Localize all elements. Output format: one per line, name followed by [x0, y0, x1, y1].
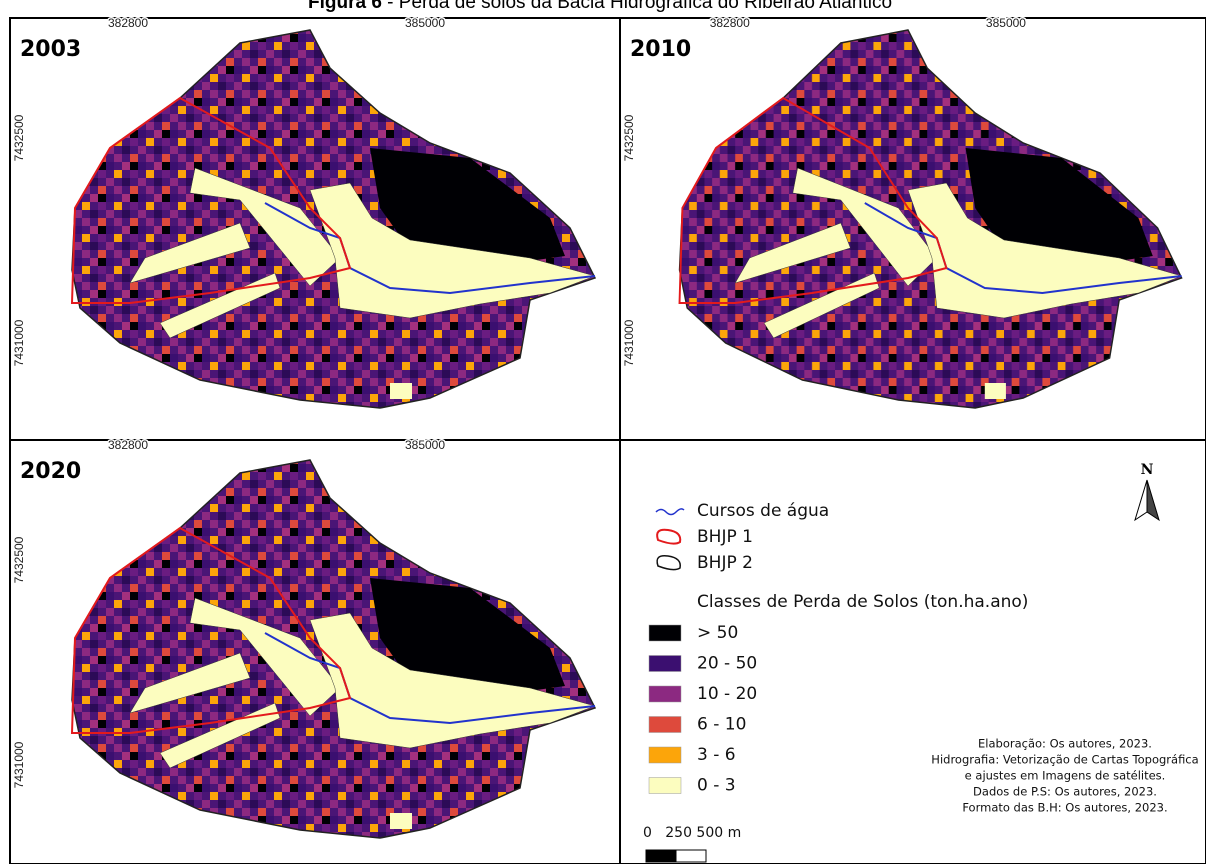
scale-label: 0 250 500 m: [643, 825, 741, 841]
y-coord-label: 7432500: [12, 536, 26, 583]
legend-label: 0 - 3: [697, 776, 736, 796]
credit-line: Dados de P.S: Os autores, 2023.: [973, 785, 1157, 799]
legend-symbol-bhjp2: [657, 556, 680, 570]
credits: Elaboração: Os autores, 2023. Hidrografia…: [931, 737, 1198, 815]
legend-label: BHJP 2: [697, 553, 753, 573]
legend-label: 10 - 20: [697, 684, 757, 704]
legend-classes: > 50 20 - 50 10 - 20 6 - 10 3 - 6 0 - 3: [649, 623, 757, 796]
legend-symbol-bhjp1: [657, 530, 680, 544]
legend-swatch: [649, 717, 681, 733]
credit-line: Formato das B.H: Os autores, 2023.: [962, 801, 1167, 815]
x-coord-label: 385000: [405, 16, 445, 30]
map-panel: 2020 382800 385000 7432500 7431000: [10, 438, 620, 864]
legend-swatch: [649, 778, 681, 794]
legend-title: Classes de Perda de Solos (ton.ha.ano): [697, 592, 1028, 612]
basin-map: [72, 30, 595, 408]
y-coord-label: 7431000: [12, 319, 26, 366]
map-content: [72, 460, 595, 838]
title-label: Figura 6: [308, 0, 382, 13]
basin-map: [72, 460, 595, 838]
legend-label: 20 - 50: [697, 654, 757, 674]
figure: Figura 6 - Perda de solos da Bacia Hidro…: [0, 0, 1206, 864]
credit-line: Elaboração: Os autores, 2023.: [978, 737, 1152, 751]
legend-swatch: [649, 625, 681, 641]
credit-line: e ajustes em Imagens de satélites.: [965, 769, 1166, 783]
x-coord-label: 385000: [986, 16, 1026, 30]
y-coord-label: 7431000: [12, 741, 26, 788]
title-text: - Perda de solos da Bacia Hidrográfica d…: [387, 0, 892, 13]
scale-bar: [646, 850, 676, 862]
y-coord-label: 7432500: [12, 114, 26, 161]
x-coord-label: 382800: [710, 16, 750, 30]
legend-label: Cursos de água: [697, 501, 829, 521]
y-coord-label: 7432500: [622, 114, 636, 161]
legend-swatch: [649, 686, 681, 702]
figure-title: Figura 6 - Perda de solos da Bacia Hidro…: [308, 0, 892, 13]
x-coord-label: 385000: [405, 438, 445, 452]
basin-map: [680, 30, 1182, 408]
year-label: 2020: [20, 459, 81, 484]
map-panel: 2003 382800 385000 7432500 7431000: [10, 16, 620, 440]
scale-bar: [676, 850, 706, 862]
map-content: [72, 30, 595, 408]
legend-label: 3 - 6: [697, 745, 736, 765]
y-coord-label: 7431000: [622, 319, 636, 366]
x-coord-label: 382800: [108, 16, 148, 30]
year-label: 2010: [630, 37, 691, 62]
north-arrow: [1147, 480, 1159, 520]
map-panel: 2010 382800 385000 7432500 7431000: [620, 16, 1206, 440]
legend-label: BHJP 1: [697, 527, 753, 547]
x-coord-label: 382800: [108, 438, 148, 452]
legend-label: 6 - 10: [697, 715, 746, 735]
legend-symbol-stream: [656, 509, 684, 515]
north-label: N: [1141, 462, 1154, 478]
legend-label: > 50: [697, 623, 738, 643]
map-content: [680, 30, 1182, 408]
credit-line: Hidrografia: Vetorização de Cartas Topog…: [931, 753, 1198, 767]
north-arrow: [1135, 480, 1147, 520]
legend-swatch: [649, 656, 681, 672]
legend: Cursos de água BHJP 1 BHJP 2 Classes de …: [643, 462, 1199, 862]
legend-swatch: [649, 747, 681, 763]
year-label: 2003: [20, 37, 81, 62]
